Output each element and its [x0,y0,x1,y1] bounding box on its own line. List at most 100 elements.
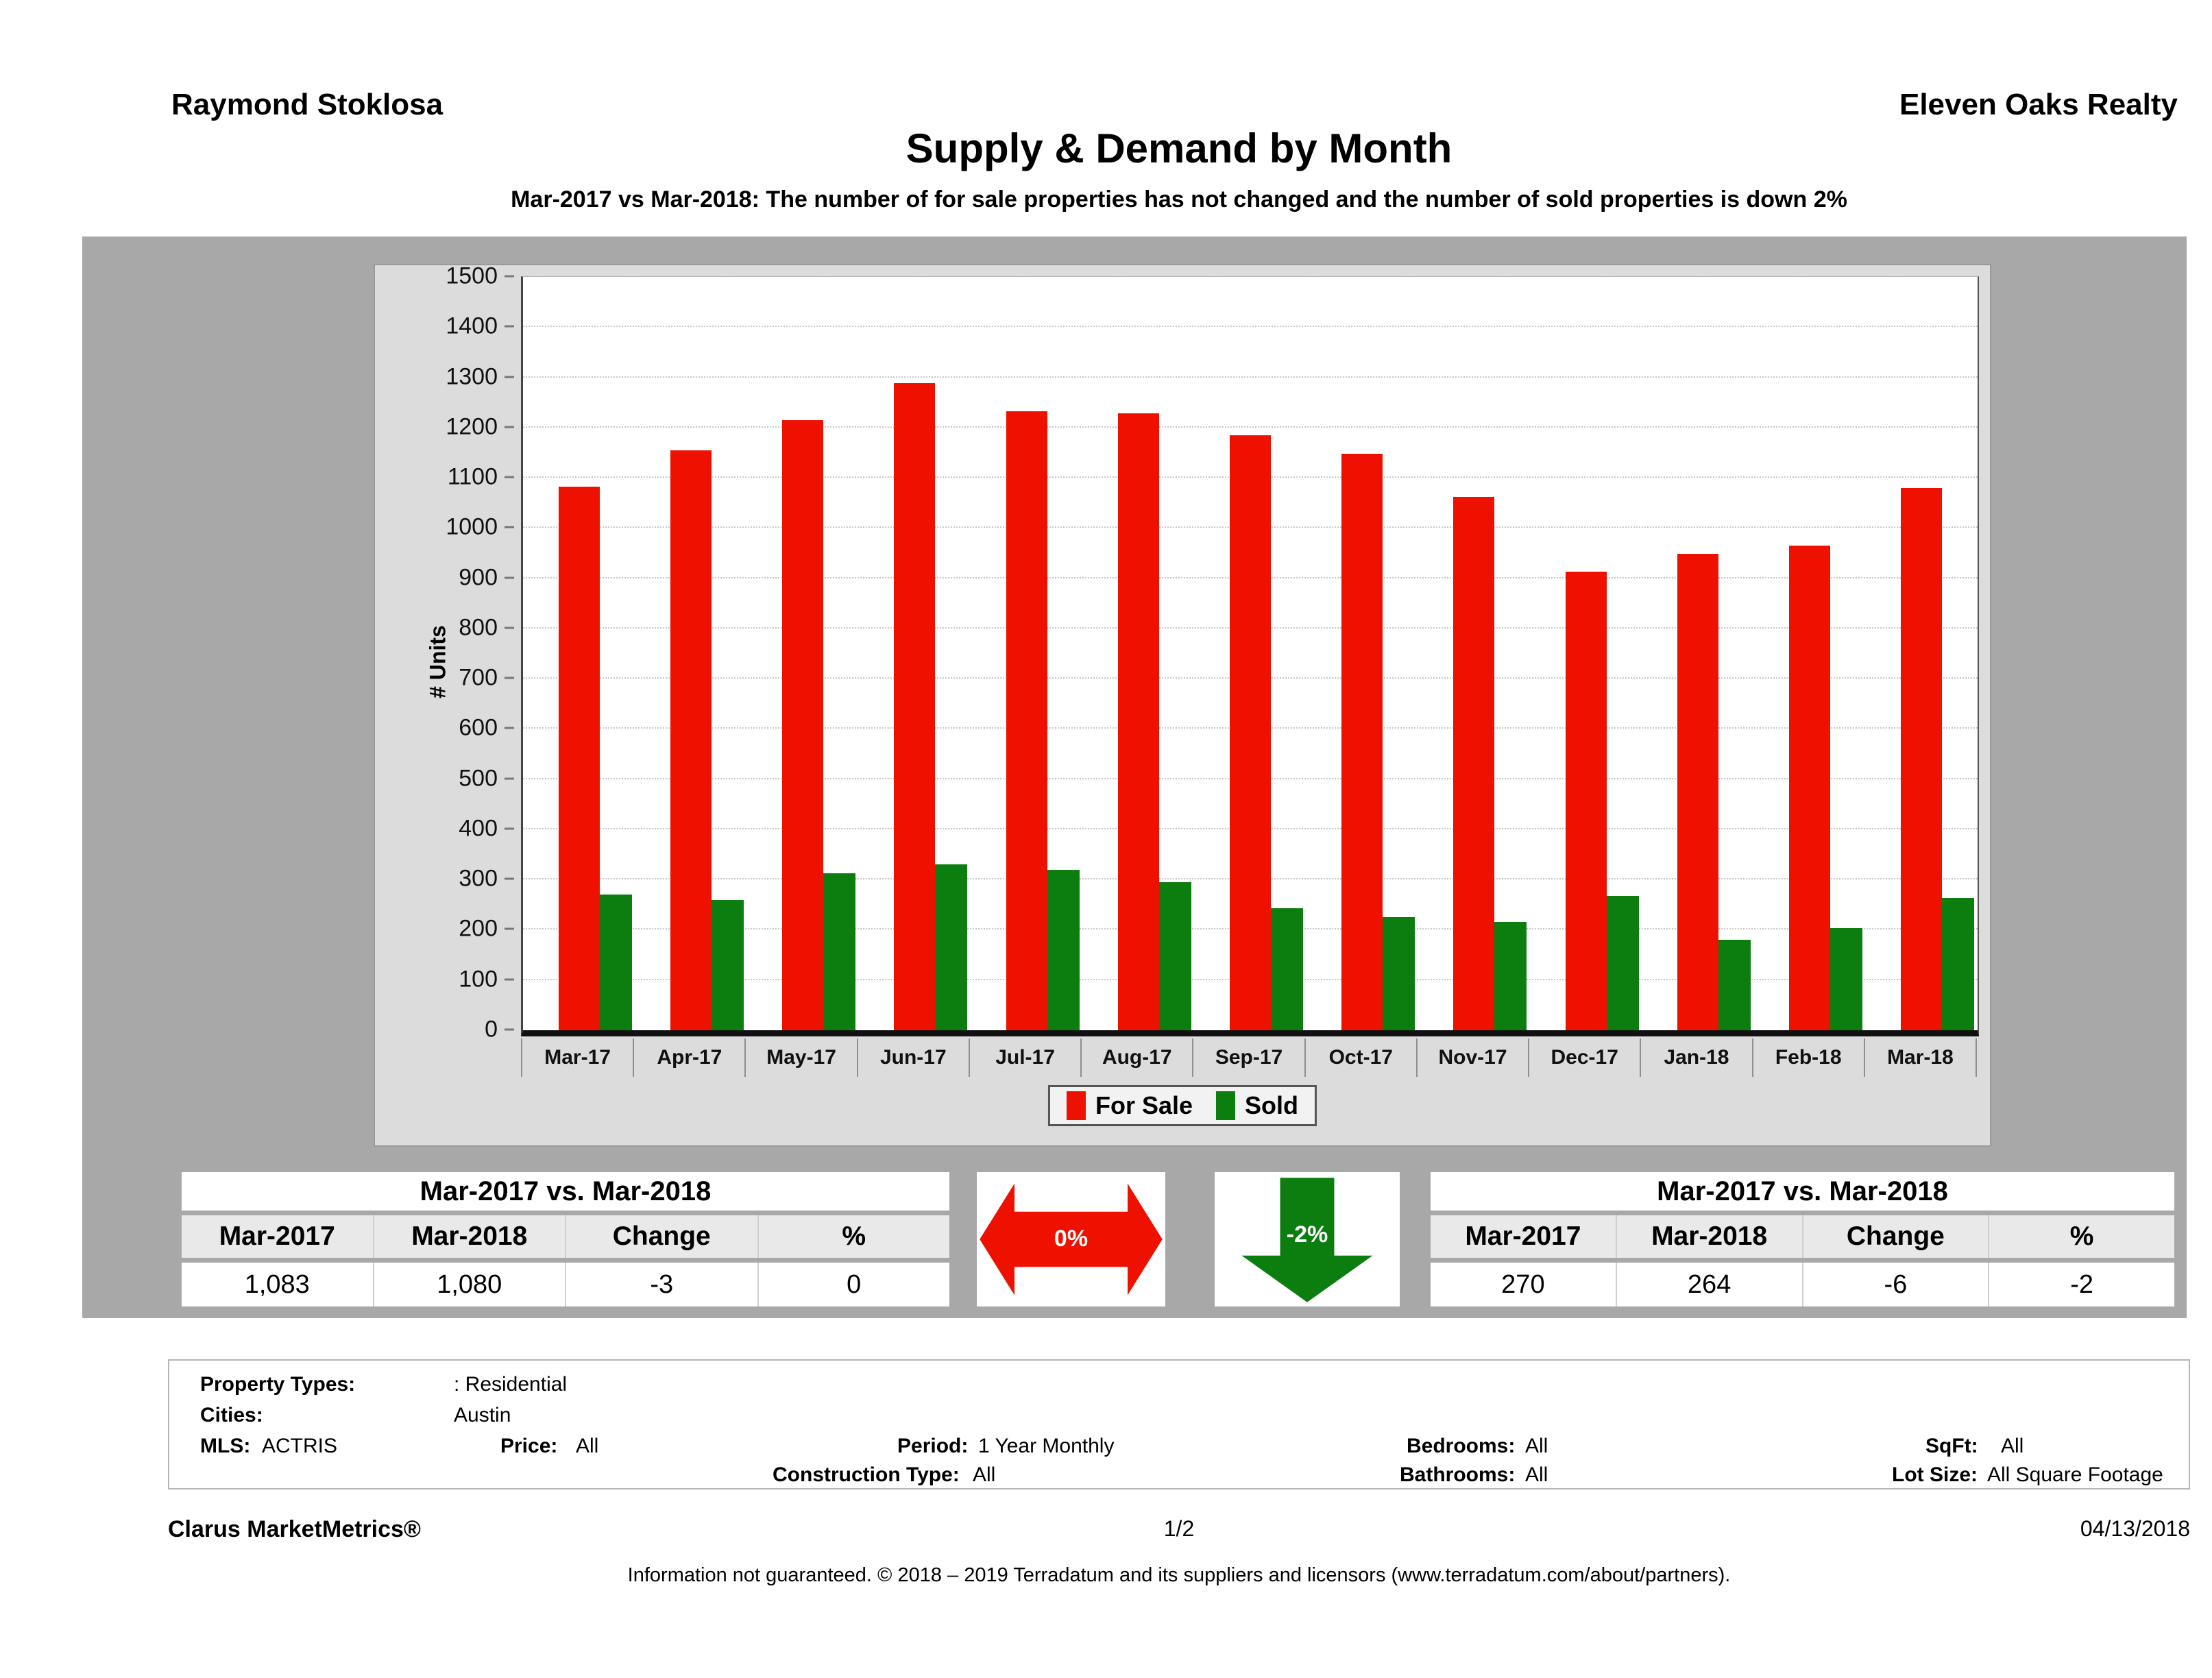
mls-label: MLS: [200,1435,251,1457]
y-axis: 0 100 200 300 400 500 600 700 800 900 1000 1100 1200… [375,263,515,1043]
footer-brand: Clarus MarketMetrics® [168,1516,421,1542]
sqft-value: All [2001,1435,2024,1457]
footer-disclaimer: Information not guaranteed. © 2018 – 201… [627,1564,1731,1586]
y-tick-label: 0 [485,1016,498,1043]
bar-for-sale-Sep-17 [1229,435,1271,1030]
bar-sold-Nov-17 [1494,922,1527,1030]
y-tick-mark [505,627,514,629]
month-label-Apr-17: Apr-17 [633,1038,744,1077]
column-header: Mar-2017 [1465,1221,1581,1251]
y-tick-mark [505,576,514,579]
page-title: Supply & Demand by Month [906,125,1453,171]
legend-item-sold: Sold [1216,1091,1298,1120]
property-types-label: Property Types: [200,1373,356,1396]
bar-for-sale-Apr-17 [670,450,712,1030]
y-tick-label: 600 [459,714,498,741]
bar-group-Jan-18 [1642,277,1753,1030]
property-types-value: : Residential [454,1373,568,1396]
table-cell: 270 [1501,1269,1545,1299]
construction-type-value: All [973,1463,996,1486]
y-tick-mark [505,877,514,880]
legend-swatch-icon [1066,1091,1086,1120]
y-tick-label: 1300 [446,363,498,390]
bar-for-sale-Feb-18 [1789,545,1831,1030]
column-header: % [1988,1215,2174,1258]
y-tick-label: 1200 [446,413,498,440]
bedrooms-value: All [1525,1435,1548,1457]
table-cell: 0 [757,1263,950,1306]
period-value: 1 Year Monthly [978,1435,1115,1457]
bar-sold-Mar-18 [1942,897,1975,1030]
page-subtitle: Mar-2017 vs Mar-2018: The number of for … [511,186,1847,212]
plot-area [521,276,1979,1036]
table-header-row: Mar-2017 Mar-2018 Change % [1431,1215,2174,1258]
bar-group-May-17 [746,277,858,1030]
bar-group-Mar-18 [1866,277,1978,1030]
table-title: Mar-2017 vs. Mar-2018 [1431,1172,2174,1211]
bar-sold-May-17 [823,873,856,1030]
bar-for-sale-Jul-17 [1006,411,1047,1030]
legend-label: Sold [1245,1091,1299,1119]
y-tick-mark [505,978,514,981]
company-name: Eleven Oaks Realty [1899,88,2178,121]
bar-sold-Mar-17 [599,895,632,1030]
down-arrow-icon [1241,1178,1373,1302]
bar-sold-Sep-17 [1270,908,1303,1030]
y-tick-label: 400 [459,815,498,842]
y-tick-mark [505,426,514,428]
month-label-Feb-18: Feb-18 [1751,1038,1864,1077]
bar-group-Nov-17 [1418,277,1530,1030]
month-label-Jul-17: Jul-17 [968,1038,1080,1077]
month-label-Jan-18: Jan-18 [1640,1038,1751,1077]
bar-for-sale-Aug-17 [1117,413,1159,1030]
y-tick-mark [505,275,514,278]
column-header: Change [1801,1215,1989,1258]
month-label-Nov-17: Nov-17 [1415,1038,1528,1077]
bar-sold-Oct-17 [1383,917,1415,1030]
sqft-label: SqFt: [1925,1435,1978,1457]
chart-legend: For Sale Sold [1047,1085,1317,1126]
y-tick-mark [505,677,514,679]
bar-for-sale-Dec-17 [1565,572,1607,1030]
cities-value: Austin [454,1404,511,1426]
bar-for-sale-Jan-18 [1677,554,1718,1030]
table-title: Mar-2017 vs. Mar-2018 [182,1172,949,1211]
bar-sold-Jan-18 [1718,940,1751,1030]
chart-outer-panel: # Units 0 100 200 300 400 500 600 700 800 900 1000… [82,236,2187,1318]
bar-sold-Dec-17 [1606,896,1639,1030]
column-header: Mar-2018 [372,1215,566,1258]
bar-sold-Apr-17 [711,899,744,1030]
price-label: Price: [500,1435,558,1457]
y-tick-mark [505,927,514,930]
bar-group-Feb-18 [1754,277,1866,1030]
construction-type-label: Construction Type: [773,1463,960,1486]
x-axis-labels: Mar-17 Apr-17 May-17 Jun-17 Jul-17 Aug-17 Sep-… [521,1038,1978,1077]
cities-label: Cities: [200,1404,263,1426]
y-tick-mark [505,827,514,830]
bar-group-Jun-17 [859,277,971,1030]
bar-group-Jul-17 [971,277,1082,1030]
y-tick-label: 1500 [446,263,498,289]
report-criteria-panel: Property Types: : Residential Cities: Au… [168,1359,2190,1489]
period-label: Period: [897,1435,969,1457]
mls-value: ACTRIS [262,1435,338,1457]
y-tick-label: 500 [459,765,498,792]
table-cell: -3 [565,1263,757,1306]
bar-group-Apr-17 [635,277,746,1030]
table-cell: 1,080 [372,1263,566,1306]
month-label-May-17: May-17 [744,1038,856,1077]
y-tick-label: 100 [459,966,498,993]
y-tick-label: 300 [459,865,498,892]
month-label-Dec-17: Dec-17 [1528,1038,1640,1077]
month-label-Mar-17: Mar-17 [521,1038,633,1077]
y-tick-mark [505,325,514,328]
column-header: Mar-2018 [1615,1215,1802,1258]
bar-for-sale-Oct-17 [1341,453,1383,1030]
bar-sold-Feb-18 [1830,928,1863,1030]
bar-group-Aug-17 [1082,277,1194,1030]
bar-sold-Aug-17 [1158,881,1191,1030]
bar-for-sale-Jun-17 [894,383,936,1030]
y-tick-label: 900 [459,564,498,591]
y-tick-mark [505,777,514,780]
table-header-row: Mar-2017 Mar-2018 Change % [182,1215,949,1258]
